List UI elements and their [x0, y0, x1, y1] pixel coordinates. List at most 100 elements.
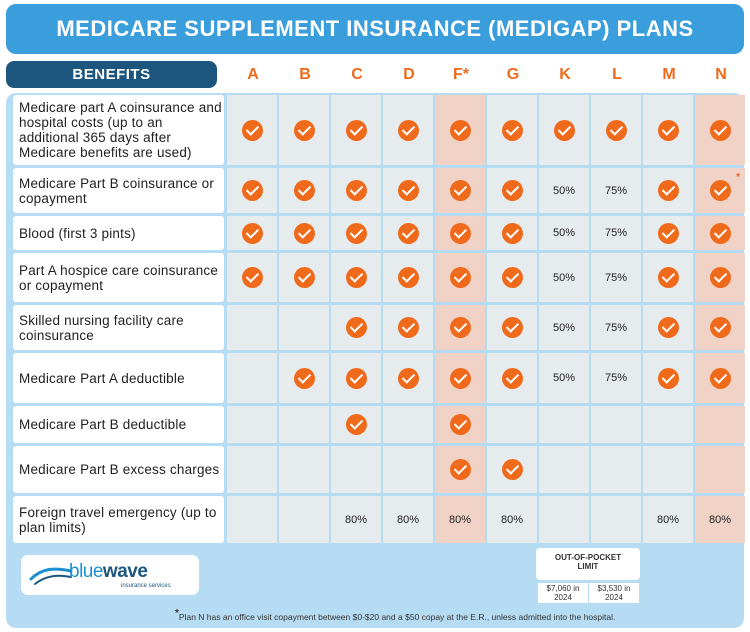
benefit-label: Medicare Part B coinsurance or copayment [13, 168, 224, 213]
wave-logo-icon [29, 567, 73, 585]
table-cell [591, 95, 641, 165]
percentage-value: 80% [448, 513, 472, 526]
table-cell: 50% [539, 253, 589, 302]
table-cell [279, 168, 329, 213]
table-cell [539, 95, 589, 165]
benefit-label: Medicare Part B excess charges [13, 446, 224, 493]
table-cell [435, 216, 485, 250]
table-cell [591, 496, 641, 543]
checkmark-icon [449, 414, 471, 435]
plan-header-f: F* [453, 65, 469, 83]
checkmark-icon [449, 367, 471, 389]
checkmark-icon [709, 267, 731, 288]
plan-header-n: N [715, 65, 727, 83]
table-cell [383, 168, 433, 213]
table-cell [227, 496, 277, 543]
footnote-mark: * [175, 608, 179, 619]
logo-word-wave: wave [102, 561, 148, 582]
table-cell [227, 95, 277, 165]
checkmark-icon [293, 222, 315, 244]
bluewave-logo: bluewave insurance services [21, 555, 199, 595]
table-cell [695, 406, 745, 443]
table-cell [539, 406, 589, 443]
percentage-value: 50% [552, 271, 576, 284]
benefit-label: Blood (first 3 pints) [13, 216, 224, 250]
table-cell: 75% [591, 253, 641, 302]
table-cell [539, 496, 589, 543]
table-cell [435, 446, 485, 493]
table-cell: * [695, 168, 745, 213]
out-of-pocket-l: $3,530 in 2024 [589, 583, 639, 603]
table-cell [487, 253, 537, 302]
table-cell [279, 496, 329, 543]
benefit-label: Medicare part A coinsurance and hospital… [13, 95, 224, 165]
checkmark-icon [449, 459, 471, 480]
table-cell [643, 95, 693, 165]
checkmark-icon [345, 222, 367, 244]
checkmark-icon [709, 180, 731, 201]
plan-header-l: L [612, 65, 622, 83]
checkmark-icon [345, 414, 367, 435]
checkmark-icon [241, 180, 263, 201]
plan-header-c: C [351, 65, 363, 83]
checkmark-icon [709, 222, 731, 244]
percentage-value: 80% [344, 513, 368, 526]
percentage-value: 50% [552, 227, 576, 239]
table-cell [279, 406, 329, 443]
table-cell [331, 216, 381, 250]
checkmark-icon [345, 367, 367, 389]
plan-header-g: G [506, 65, 520, 83]
percentage-value: 80% [708, 513, 732, 526]
table-cell: 50% [539, 168, 589, 213]
percentage-value: 50% [552, 184, 576, 197]
percentage-value: 80% [656, 513, 680, 526]
table-cell [331, 305, 381, 350]
table-cell [279, 446, 329, 493]
title-bar: MEDICARE SUPPLEMENT INSURANCE (MEDIGAP) … [6, 4, 744, 54]
page-title: MEDICARE SUPPLEMENT INSURANCE (MEDIGAP) … [56, 16, 694, 41]
table-cell [487, 446, 537, 493]
plan-header-b: B [299, 65, 311, 83]
checkmark-icon [501, 222, 523, 244]
out-of-pocket-label: OUT-OF-POCKET LIMIT [536, 548, 640, 580]
footnote: *Plan N has an office visit copayment be… [175, 608, 745, 622]
table-cell [331, 353, 381, 403]
table-cell: 80% [435, 496, 485, 543]
percentage-value: 75% [604, 321, 628, 334]
table-cell [487, 168, 537, 213]
plan-header-d: D [403, 65, 415, 83]
table-cell [643, 216, 693, 250]
table-cell: 80% [383, 496, 433, 543]
footnote-text: Plan N has an office visit copayment bet… [178, 611, 616, 622]
header-row: BENEFITS A B C D F* G K L M N [6, 61, 744, 88]
plan-header-m: M [662, 65, 676, 83]
checkmark-icon [657, 180, 679, 201]
table-cell [695, 446, 745, 493]
table-cell [227, 168, 277, 213]
logo-word-blue: blue [69, 561, 103, 582]
table-cell [279, 216, 329, 250]
benefit-label: Skilled nursing facility care coinsuranc… [13, 305, 224, 350]
percentage-value: 75% [604, 372, 628, 384]
checkmark-icon [397, 267, 419, 288]
percentage-value: 75% [604, 227, 628, 239]
table-cell [643, 253, 693, 302]
checkmark-icon [501, 267, 523, 288]
plan-header-k: K [559, 65, 571, 83]
table-cell: 75% [591, 216, 641, 250]
table-cell [487, 406, 537, 443]
checkmark-icon [397, 317, 419, 338]
table-cell [383, 305, 433, 350]
checkmark-icon [293, 119, 315, 141]
table-cell [487, 216, 537, 250]
plan-header-a: A [247, 65, 259, 83]
table-cell [383, 253, 433, 302]
benefit-label: Foreign travel emergency (up to plan lim… [13, 496, 224, 543]
checkmark-icon [397, 180, 419, 201]
table-cell [643, 305, 693, 350]
table-cell [695, 305, 745, 350]
checkmark-icon [449, 267, 471, 288]
benefit-label: Part A hospice care coinsurance or copay… [13, 253, 224, 302]
table-cell [227, 353, 277, 403]
percentage-value: 75% [604, 271, 628, 284]
